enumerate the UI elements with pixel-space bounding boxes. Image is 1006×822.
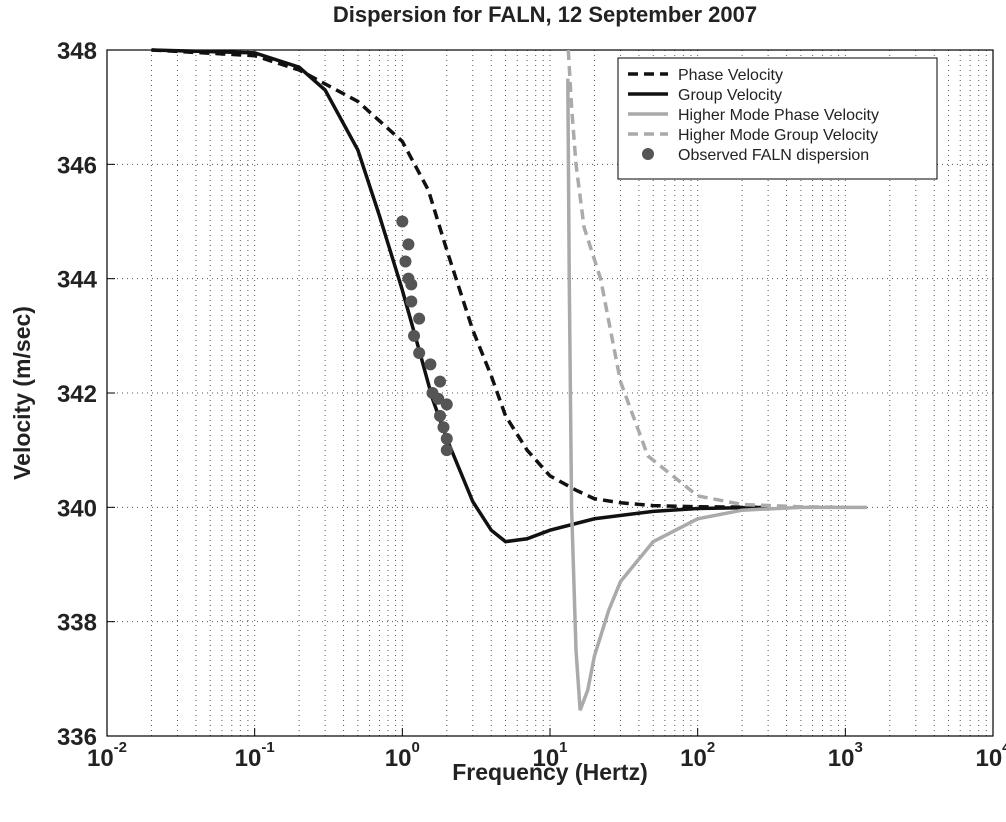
tick-base: 10	[828, 745, 855, 772]
y-tick-label: 338	[57, 610, 97, 637]
y-tick-label: 336	[57, 724, 97, 751]
legend-swatch	[642, 148, 654, 160]
y-tick-label: 340	[57, 495, 97, 522]
legend-label: Higher Mode Group Velocity	[678, 127, 878, 144]
tick-exponent: 1	[559, 739, 567, 756]
observed-point	[396, 215, 409, 228]
legend-label: Group Velocity	[678, 87, 782, 104]
observed-point	[434, 375, 447, 388]
observed-point	[440, 398, 453, 411]
tick-base: 10	[385, 745, 412, 772]
tick-exponent: 4	[1002, 739, 1006, 756]
x-tick-label: 10-2	[87, 739, 127, 772]
tick-base: 10	[87, 745, 114, 772]
tick-exponent: -2	[114, 739, 127, 756]
x-tick-label: 104	[975, 739, 1006, 772]
observed-point	[440, 432, 453, 445]
observed-point	[434, 409, 447, 422]
y-axis-label: Velocity (m/sec)	[9, 306, 35, 480]
series-line	[566, 49, 846, 510]
tick-exponent: -1	[261, 739, 274, 756]
tick-exponent: 2	[707, 739, 715, 756]
tick-exponent: 0	[412, 739, 420, 756]
observed-point	[413, 346, 426, 359]
observed-point	[440, 444, 453, 457]
x-tick-label: 10-1	[235, 739, 275, 772]
observed-point	[402, 238, 415, 251]
x-tick-label: 103	[828, 739, 863, 772]
x-tick-label: 102	[680, 739, 715, 772]
observed-point	[399, 255, 412, 268]
tick-base: 10	[235, 745, 262, 772]
legend-label: Higher Mode Phase Velocity	[678, 107, 879, 124]
observed-point	[405, 278, 418, 291]
tick-base: 10	[680, 745, 707, 772]
y-tick-label: 342	[57, 381, 97, 408]
chart-title: Dispersion for FALN, 12 September 2007	[333, 2, 757, 27]
tick-base: 10	[975, 745, 1002, 772]
legend-label: Phase Velocity	[678, 67, 783, 84]
y-tick-label: 346	[57, 152, 97, 179]
tick-base: 10	[532, 745, 559, 772]
y-tick-label: 344	[57, 267, 98, 294]
observed-point	[413, 312, 426, 325]
observed-point	[437, 421, 450, 434]
series-line	[566, 78, 867, 711]
plot-frame	[106, 49, 994, 737]
x-axis-label: Frequency (Hertz)	[452, 759, 648, 785]
x-tick-label: 100	[385, 739, 420, 772]
observed-point	[424, 358, 437, 371]
observed-point	[408, 329, 421, 342]
legend-label: Observed FALN dispersion	[678, 147, 869, 164]
tick-exponent: 3	[855, 739, 863, 756]
observed-point	[432, 392, 445, 405]
x-tick-label: 101	[532, 739, 567, 772]
series-line	[151, 48, 769, 510]
y-tick-label: 348	[57, 38, 97, 65]
legend-box	[617, 57, 938, 180]
observed-point	[405, 295, 418, 308]
